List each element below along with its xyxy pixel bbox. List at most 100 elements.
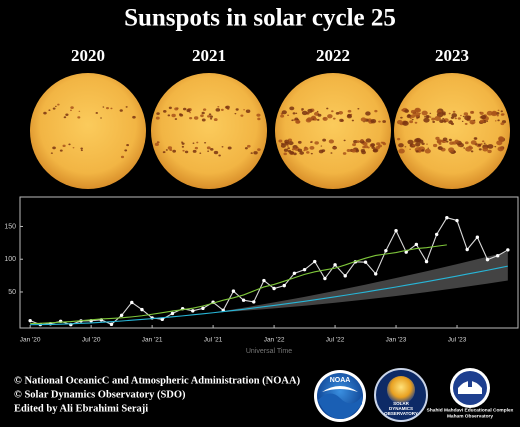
sunspot bbox=[438, 146, 441, 149]
sunspot bbox=[313, 117, 318, 121]
sunspot bbox=[72, 147, 75, 149]
credit-line: © Solar Dynamics Observatory (SDO) bbox=[14, 389, 186, 400]
sunspot bbox=[375, 145, 380, 150]
sunspot bbox=[250, 152, 253, 155]
sunspot bbox=[320, 145, 323, 147]
sunspot bbox=[193, 116, 199, 120]
credits: © National OceanicC and Atmospheric Admi… bbox=[14, 375, 301, 414]
sunspot bbox=[371, 146, 375, 150]
data-point bbox=[292, 271, 297, 276]
noaa-bird bbox=[322, 386, 358, 392]
sunspot bbox=[209, 117, 213, 120]
sunspot bbox=[257, 117, 261, 121]
sunspot bbox=[246, 144, 251, 148]
sunspot bbox=[486, 110, 493, 116]
data-point bbox=[465, 247, 469, 252]
sunspot bbox=[480, 115, 487, 120]
sunspot bbox=[202, 108, 207, 111]
sunspot bbox=[381, 141, 386, 145]
sunspot bbox=[463, 147, 466, 149]
sunspot bbox=[413, 141, 416, 143]
sunspot bbox=[174, 107, 179, 111]
sunspot bbox=[464, 122, 468, 125]
year-label: 2023 bbox=[435, 46, 469, 65]
sunspot bbox=[221, 146, 224, 148]
sunspot bbox=[439, 119, 444, 124]
prediction-band bbox=[213, 251, 508, 313]
sunspot bbox=[496, 140, 503, 146]
sunspot bbox=[424, 116, 426, 118]
sunspot bbox=[299, 151, 305, 155]
sunspot bbox=[312, 118, 315, 121]
data-point bbox=[455, 218, 459, 223]
sunspot bbox=[169, 148, 173, 152]
sunspot bbox=[461, 120, 464, 122]
series-line bbox=[30, 244, 447, 325]
sunspot bbox=[397, 137, 401, 141]
sunspot bbox=[201, 118, 206, 122]
sunspot bbox=[55, 105, 57, 108]
sunspot bbox=[181, 145, 185, 148]
sunspot bbox=[398, 143, 404, 148]
sunspot bbox=[172, 149, 176, 153]
sun-disc bbox=[30, 73, 146, 189]
observatory-logo: Shahid Mahdavi Educational Complex Maham… bbox=[427, 368, 514, 419]
sunspot bbox=[483, 142, 486, 145]
sunspot bbox=[407, 139, 414, 145]
sunspot bbox=[421, 149, 425, 152]
sunspot bbox=[283, 148, 289, 152]
sunspot bbox=[155, 116, 160, 120]
sunspot bbox=[171, 113, 176, 118]
sunspot bbox=[370, 143, 376, 147]
sunspot bbox=[426, 143, 428, 145]
sunspot bbox=[415, 150, 419, 153]
sunspot bbox=[278, 139, 283, 143]
x-tick-label: Jul '21 bbox=[204, 337, 223, 344]
data-point bbox=[506, 248, 510, 252]
sunspot bbox=[500, 122, 505, 126]
sunspot bbox=[208, 113, 212, 116]
sunspot bbox=[281, 110, 287, 115]
sunspot bbox=[70, 106, 74, 110]
sunspot bbox=[443, 119, 446, 121]
series-line bbox=[30, 265, 508, 326]
x-axis-label: Universal Time bbox=[246, 348, 292, 355]
sunspot bbox=[410, 117, 412, 120]
noaa-wave bbox=[318, 393, 362, 420]
sunspot bbox=[356, 140, 360, 144]
sunspot bbox=[301, 110, 308, 116]
sunspot bbox=[174, 118, 178, 121]
sunspot bbox=[346, 148, 351, 152]
sunspot bbox=[106, 106, 109, 110]
sunspot bbox=[331, 110, 334, 113]
sunspot bbox=[327, 114, 333, 119]
sunspot bbox=[63, 116, 67, 119]
sunspot bbox=[423, 117, 430, 123]
sunspot bbox=[125, 106, 128, 108]
sunspot bbox=[48, 109, 51, 111]
sunspot bbox=[110, 107, 113, 110]
sunspot bbox=[457, 117, 461, 120]
sunspot bbox=[497, 119, 500, 122]
sunspot bbox=[448, 147, 455, 153]
sunspot bbox=[449, 141, 454, 145]
sunspot bbox=[360, 117, 367, 122]
sunspot bbox=[291, 148, 295, 151]
sunspot bbox=[310, 152, 313, 155]
sunspot bbox=[479, 111, 484, 115]
sunspot bbox=[421, 142, 425, 146]
sunspot bbox=[65, 113, 69, 117]
sunspot bbox=[464, 141, 469, 145]
sunspot bbox=[215, 108, 221, 112]
sunspot bbox=[462, 115, 465, 118]
sunspot bbox=[213, 150, 219, 155]
sunspot bbox=[441, 111, 446, 115]
sunspot bbox=[414, 121, 418, 124]
x-tick-label: Jan '20 bbox=[20, 337, 41, 344]
observatory-text: Maham Observatory bbox=[447, 413, 493, 419]
observatory-text: Shahid Mahdavi Educational Complex bbox=[427, 407, 514, 413]
sunspot bbox=[132, 115, 136, 119]
sunspot bbox=[280, 144, 286, 148]
data-point bbox=[28, 318, 32, 323]
sunspot bbox=[452, 110, 456, 113]
